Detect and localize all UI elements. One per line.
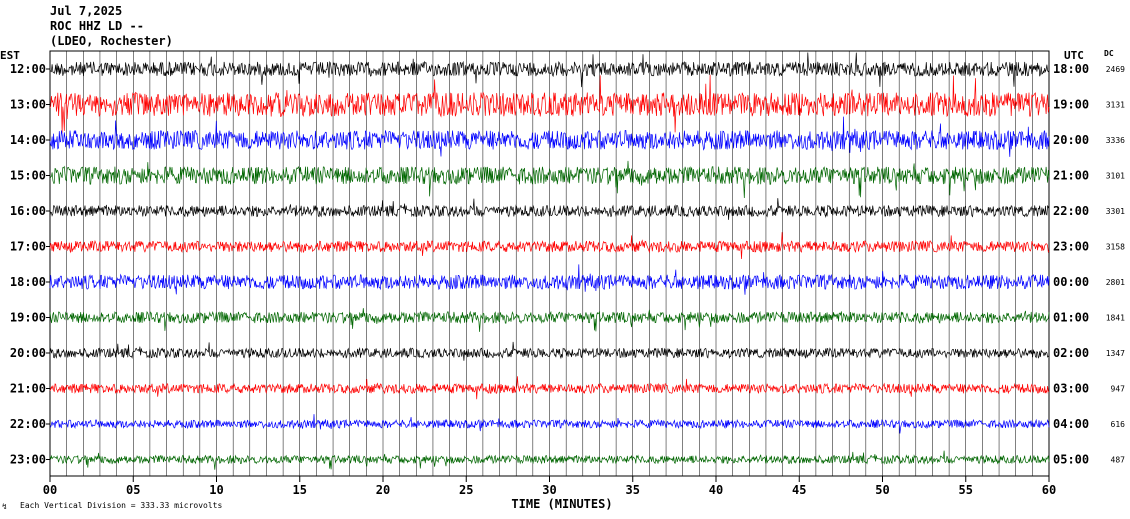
seismic-trace: [49, 264, 1050, 295]
dc-offset-value: 2469: [1106, 65, 1125, 74]
x-tick-label: 10: [209, 483, 223, 497]
x-tick-label: 45: [792, 483, 806, 497]
x-tick-label: 50: [875, 483, 889, 497]
est-hour-label: 20:00: [10, 346, 46, 360]
seismic-trace: [49, 341, 1050, 361]
dc-offset-value: 2801: [1106, 278, 1125, 287]
seismic-trace: [49, 160, 1050, 199]
est-hour-label: 19:00: [10, 311, 46, 325]
dc-offset-value: 3101: [1106, 172, 1125, 181]
est-hour-label: 16:00: [10, 204, 46, 218]
x-tick-label: 55: [959, 483, 973, 497]
x-tick-label: 20: [376, 483, 390, 497]
scale-marker-icon: ↯: [2, 502, 7, 511]
x-tick-label: 05: [126, 483, 140, 497]
station-code: ROC HHZ LD --: [50, 19, 144, 33]
utc-hour-label: 20:00: [1053, 133, 1089, 147]
utc-hour-label: 00:00: [1053, 275, 1089, 289]
est-hour-label: 18:00: [10, 275, 46, 289]
seismic-trace: [49, 52, 1050, 88]
dc-offset-value: 3301: [1106, 207, 1125, 216]
seismic-trace: [49, 308, 1050, 332]
x-axis-title: TIME (MINUTES): [511, 497, 612, 511]
dc-offset-value: 947: [1111, 385, 1126, 394]
seismic-trace: [49, 414, 1050, 434]
utc-hour-label: 02:00: [1053, 346, 1089, 360]
utc-hour-label: 19:00: [1053, 98, 1089, 112]
x-tick-label: 40: [709, 483, 723, 497]
x-tick-label: 35: [626, 483, 640, 497]
dc-offset-value: 3336: [1106, 136, 1125, 145]
seismic-trace: [49, 198, 1050, 220]
network-name: (LDEO, Rochester): [50, 34, 173, 48]
utc-hour-label: 18:00: [1053, 62, 1089, 76]
dc-offset-value: 1841: [1106, 314, 1125, 323]
seismic-trace: [49, 376, 1050, 400]
left-timezone-label: EST: [0, 49, 20, 62]
est-hour-label: 21:00: [10, 382, 46, 396]
est-hour-label: 23:00: [10, 453, 46, 467]
dc-offset-value: 3131: [1106, 101, 1125, 110]
est-hour-label: 14:00: [10, 133, 46, 147]
x-tick-label: 60: [1042, 483, 1056, 497]
utc-hour-label: 21:00: [1053, 169, 1089, 183]
right-timezone-label: UTC: [1064, 49, 1084, 62]
seismic-trace: [49, 232, 1050, 260]
scale-note: Each Vertical Division = 333.33 microvol…: [20, 501, 223, 510]
utc-hour-label: 03:00: [1053, 382, 1089, 396]
dc-header: DC: [1104, 49, 1114, 58]
utc-hour-label: 05:00: [1053, 453, 1089, 467]
est-hour-label: 12:00: [10, 62, 46, 76]
x-tick-label: 00: [43, 483, 57, 497]
utc-hour-label: 04:00: [1053, 417, 1089, 431]
seismic-trace: [49, 116, 1050, 157]
x-tick-label: 15: [293, 483, 307, 497]
seismic-trace: [49, 450, 1050, 470]
est-hour-label: 17:00: [10, 240, 46, 254]
dc-offset-value: 3158: [1106, 243, 1125, 252]
seismic-trace: [49, 74, 1050, 133]
dc-offset-value: 616: [1111, 420, 1126, 429]
est-hour-label: 13:00: [10, 98, 46, 112]
x-tick-label: 25: [459, 483, 473, 497]
dc-offset-value: 487: [1111, 456, 1126, 465]
utc-hour-label: 23:00: [1053, 240, 1089, 254]
est-hour-label: 15:00: [10, 169, 46, 183]
record-date: Jul 7,2025: [50, 4, 123, 18]
utc-hour-label: 22:00: [1053, 204, 1089, 218]
dc-offset-value: 1347: [1106, 349, 1125, 358]
utc-hour-label: 01:00: [1053, 311, 1089, 325]
x-tick-label: 30: [542, 483, 556, 497]
est-hour-label: 22:00: [10, 417, 46, 431]
